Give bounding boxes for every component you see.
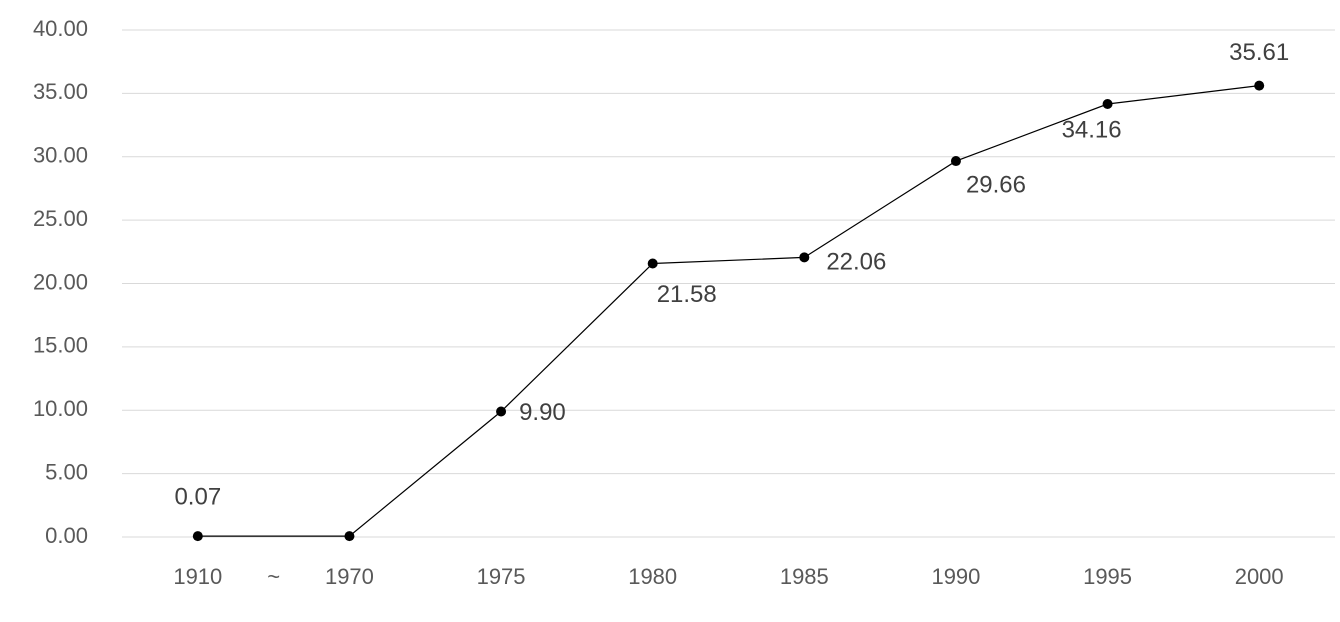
data-label: 34.16 [1062,116,1122,143]
marker [647,258,658,269]
y-tick-label: 5.00 [45,459,88,484]
marker [1102,99,1113,110]
y-tick-label: 15.00 [33,333,88,358]
x-tick-label: 1985 [780,564,829,589]
marker [950,156,961,167]
y-tick-label: 40.00 [33,16,88,41]
marker [496,406,507,417]
data-label: 22.06 [826,249,886,276]
x-tick-label: 2000 [1235,564,1284,589]
data-label: 9.90 [519,399,566,426]
x-tick-label: 1970 [325,564,374,589]
marker [1254,80,1265,91]
x-tick-label: 1980 [628,564,677,589]
y-tick-label: 10.00 [33,396,88,421]
line [197,85,1260,537]
y-tick-label: 0.00 [45,523,88,548]
marker [344,531,355,542]
axis-break: ~ [267,564,280,589]
x-tick-label: 1910 [173,564,222,589]
data-label: 29.66 [966,171,1026,198]
y-tick-label: 30.00 [33,143,88,168]
y-tick-label: 25.00 [33,206,88,231]
data-label: 21.58 [657,281,717,308]
data-label: 0.07 [174,483,221,510]
y-tick-label: 20.00 [33,269,88,294]
y-tick-label: 35.00 [33,79,88,104]
x-tick-label: 1995 [1083,564,1132,589]
x-tick-label: 1990 [931,564,980,589]
data-label: 35.61 [1229,39,1289,66]
x-tick-label: 1975 [477,564,526,589]
marker [192,531,203,542]
marker [799,252,810,263]
